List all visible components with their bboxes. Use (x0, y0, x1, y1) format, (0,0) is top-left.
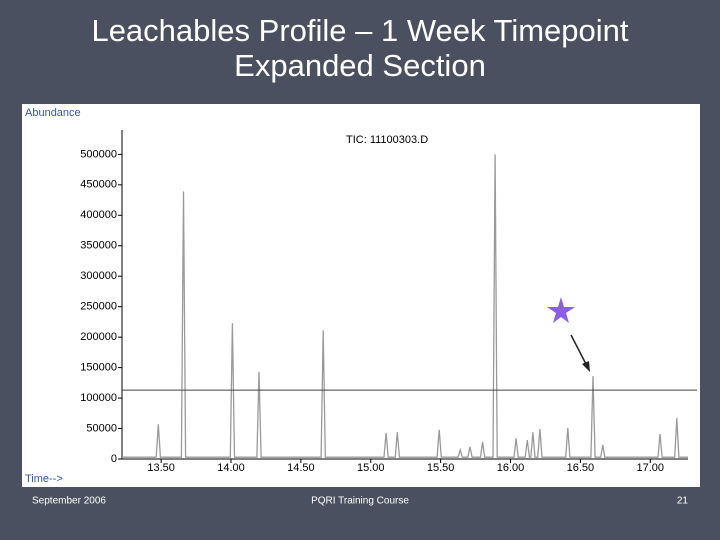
arrow-head (582, 361, 590, 372)
y-tick-label: 500000 (80, 148, 117, 160)
y-tick-label: 350000 (80, 240, 117, 252)
x-tick-label: 15.00 (357, 462, 385, 474)
page-number: 21 (677, 496, 689, 507)
x-tick-label: 14.50 (287, 462, 315, 474)
y-tick-label: 0 (111, 453, 117, 465)
title-line: Leachables Profile – 1 Week Timepoint (91, 13, 628, 48)
y-tick-label: 450000 (80, 179, 117, 191)
x-tick-label: 17.00 (637, 462, 665, 474)
footer-course: PQRI Training Course (311, 496, 409, 507)
y-tick-label: 300000 (80, 270, 117, 282)
title-line: Expanded Section (234, 48, 486, 83)
chart-panel (22, 104, 700, 487)
y-axis-label: Abundance (25, 107, 81, 119)
y-tick-label: 150000 (80, 362, 117, 374)
x-tick-label: 13.50 (147, 462, 175, 474)
y-tick-label: 100000 (80, 392, 117, 404)
y-tick-label: 250000 (80, 301, 117, 313)
chart-title: TIC: 11100303.D (346, 134, 428, 146)
arrow-shaft (570, 334, 588, 367)
x-tick-label: 15.50 (427, 462, 455, 474)
footer-date: September 2006 (32, 496, 106, 507)
y-tick-label: 50000 (86, 422, 117, 434)
tic-trace (122, 154, 688, 458)
y-tick-label: 400000 (80, 209, 117, 221)
x-tick-label: 16.00 (497, 462, 525, 474)
x-tick-label: 14.00 (217, 462, 245, 474)
x-tick-label: 16.50 (567, 462, 595, 474)
y-tick-label: 200000 (80, 331, 117, 343)
star-marker (547, 297, 575, 323)
plot: 0 50000 100000 150000 200000 250000 300000 3500… (80, 148, 697, 474)
x-axis-label: Time--> (25, 473, 63, 485)
